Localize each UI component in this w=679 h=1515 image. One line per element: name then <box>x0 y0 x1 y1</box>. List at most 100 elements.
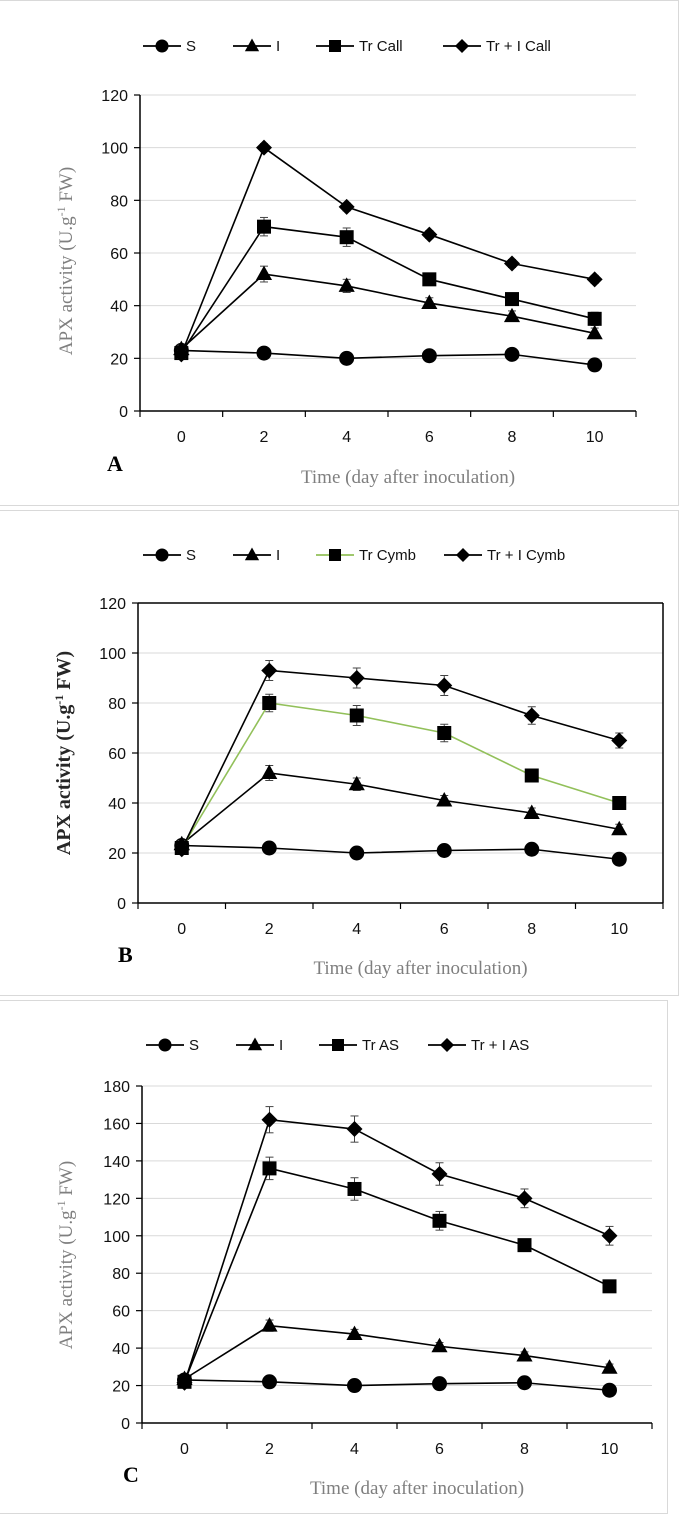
legend-marker <box>244 38 260 52</box>
data-point <box>256 345 272 361</box>
data-point <box>349 845 365 861</box>
x-axis-title: Time (day after inoculation) <box>310 1478 524 1499</box>
data-point <box>516 1347 533 1362</box>
x-tick-label: 4 <box>342 429 351 446</box>
data-point <box>422 272 437 287</box>
legend-marker <box>455 39 469 53</box>
legend-label: Tr AS <box>362 1037 399 1054</box>
data-point <box>586 324 603 340</box>
chart-panel-a: 0 20 40 60 80 100 120 0 2 4 6 8 10 S I Tr Call Tr + I Ca… <box>0 0 679 506</box>
chart-panel-b: 0 20 40 60 80 100 120 0 2 4 6 8 10 S I Tr Cymb Tr + I Cy… <box>0 510 679 996</box>
series-tr-i-call <box>173 139 603 363</box>
series-line <box>180 225 595 354</box>
legend-item: S <box>146 1037 199 1054</box>
y-tick-label: 120 <box>99 596 126 613</box>
legend-label: Tr + I AS <box>471 1037 529 1054</box>
data-point <box>339 350 355 366</box>
y-tick-label: 40 <box>108 796 126 813</box>
series-line <box>183 1118 610 1383</box>
legend-label: Tr + I Call <box>486 38 551 55</box>
x-tick-label: 0 <box>180 1441 189 1458</box>
data-point <box>346 1325 363 1341</box>
data-point <box>349 708 364 723</box>
x-tick-label: 6 <box>435 1441 444 1458</box>
data-point <box>348 670 365 686</box>
data-point <box>432 1213 447 1228</box>
data-point <box>176 1374 193 1391</box>
x-tick-label: 4 <box>350 1441 359 1458</box>
data-point <box>602 1279 617 1294</box>
data-point <box>173 841 190 858</box>
data-point <box>612 796 627 810</box>
y-axis-title-main: APX activity (U.g <box>56 216 77 355</box>
legend-label: S <box>189 1037 199 1054</box>
data-point <box>517 1375 532 1391</box>
legend-marker <box>155 39 169 53</box>
y-tick-label: 100 <box>101 141 128 158</box>
legend-item: I <box>233 547 280 564</box>
x-tick-label: 8 <box>508 429 517 446</box>
y-axis-title-sup: -1 <box>54 206 68 216</box>
y-tick-label: 80 <box>112 1266 130 1283</box>
data-point <box>436 677 453 694</box>
data-point <box>517 1238 532 1253</box>
data-point <box>421 294 438 309</box>
data-point <box>257 219 271 234</box>
series-i <box>176 1317 618 1385</box>
series-line <box>180 146 595 355</box>
y-axis-title: APX activity (U.g-1 FW) <box>54 167 77 355</box>
chart-panel-c: 0 20 40 60 80 100 120 140 160 180 0 2 4 6 8 10 S I Tr AS Tr… <box>0 1000 668 1514</box>
legend-label: S <box>186 547 196 564</box>
data-point <box>346 1121 363 1138</box>
legend-marker <box>440 1038 454 1052</box>
data-point <box>255 265 273 281</box>
chart-svg-c: 0 20 40 60 80 100 120 140 160 180 0 2 4 6 8 10 S I Tr AS Tr… <box>54 1037 653 1499</box>
legend-item: I <box>233 38 280 55</box>
legend-marker <box>329 549 341 561</box>
y-axis-title-main: APX activity (U.g <box>53 705 75 856</box>
y-axis-title-end: FW) <box>56 167 77 207</box>
series-line <box>183 1167 610 1383</box>
data-point <box>516 1190 533 1207</box>
data-point <box>611 820 628 836</box>
legend: S I Tr Cymb Tr + I Cymb <box>143 547 565 564</box>
data-point <box>421 226 438 243</box>
series-tr-i-as <box>176 1106 618 1391</box>
data-point <box>261 1317 278 1332</box>
data-point <box>587 311 602 326</box>
legend-marker <box>247 1037 263 1051</box>
series-line <box>181 844 620 861</box>
data-point <box>338 277 355 292</box>
legend-item: I <box>236 1037 283 1054</box>
data-point <box>431 1337 448 1353</box>
y-axis-title-end: FW) <box>56 1161 77 1201</box>
series-s <box>173 342 603 373</box>
data-point <box>339 230 354 245</box>
data-point <box>586 271 603 288</box>
data-point <box>261 840 277 856</box>
y-tick-label: 60 <box>110 246 128 263</box>
legend-label: Tr Cymb <box>359 547 416 564</box>
data-point <box>173 346 190 363</box>
legend-label: S <box>186 38 196 55</box>
legend-label: Tr Call <box>359 38 403 55</box>
legend-marker <box>456 548 470 562</box>
y-axis-title: APX activity (U.g-1 FW) <box>54 1161 77 1349</box>
legend-label: I <box>276 38 280 55</box>
y-tick-label: 20 <box>110 351 128 368</box>
data-point <box>262 1161 277 1176</box>
legend-label: I <box>279 1037 283 1054</box>
panel-label: B <box>118 942 133 967</box>
x-tick-label: 6 <box>425 429 434 446</box>
data-point <box>602 1382 617 1398</box>
data-point <box>347 1378 362 1394</box>
data-point <box>432 1376 447 1392</box>
y-tick-label: 40 <box>110 299 128 316</box>
data-point <box>524 841 540 857</box>
legend-item: S <box>143 38 196 55</box>
data-point <box>421 348 437 364</box>
y-tick-label: 100 <box>99 646 126 663</box>
x-axis-title: Time (day after inoculation) <box>301 467 515 488</box>
y-tick-label: 40 <box>112 1341 130 1358</box>
y-tick-label: 140 <box>103 1154 130 1171</box>
